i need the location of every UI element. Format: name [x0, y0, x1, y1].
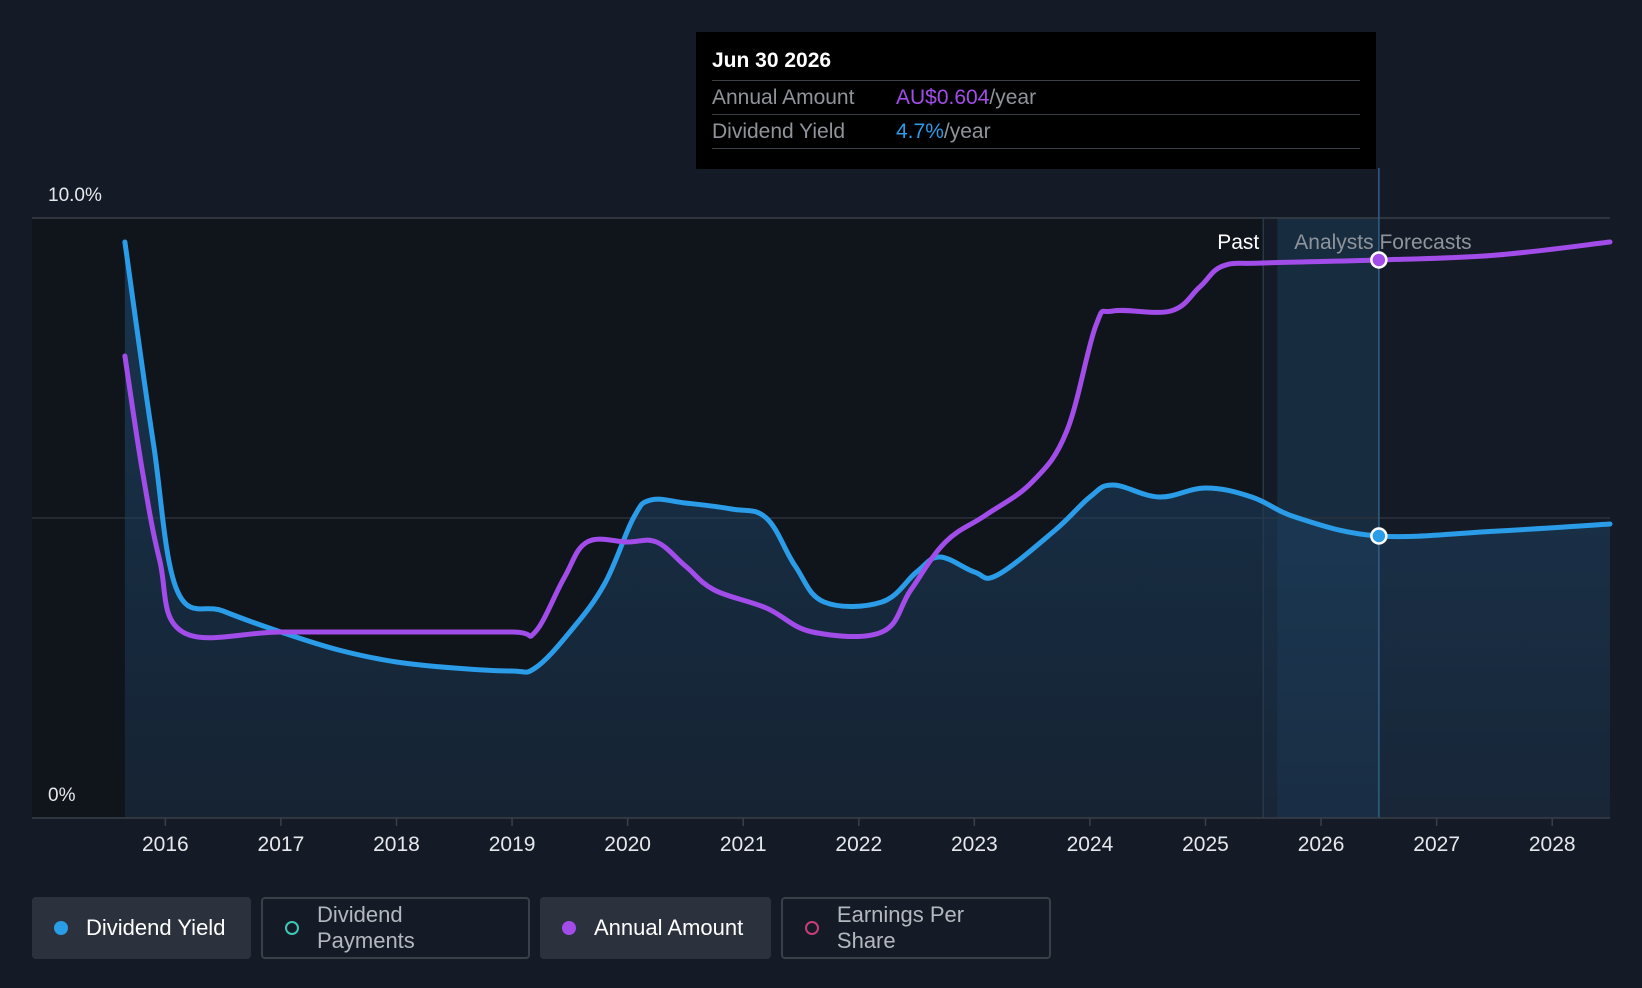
legend-dividend-payments[interactable]: Dividend Payments — [261, 897, 530, 959]
x-tick-label: 2022 — [835, 833, 882, 856]
tooltip: Jun 30 2026 Annual Amount AU$0.604 /year… — [696, 32, 1376, 169]
legend-earnings-per-share[interactable]: Earnings Per Share — [781, 897, 1051, 959]
legend-label: Dividend Yield — [86, 915, 226, 940]
legend-label: Dividend Payments — [316, 902, 415, 953]
dividend-yield-area — [124, 242, 1610, 818]
forecast-label: Analysts Forecasts — [1294, 231, 1471, 254]
x-tick-label: 2028 — [1529, 833, 1576, 856]
dividend-chart: 2016 2017 2018 2019 2020 2021 2022 2023 2024 2025… — [32, 168, 1613, 856]
y-tick-bottom: 0% — [48, 785, 76, 806]
x-tick-label: 2020 — [604, 833, 651, 856]
x-axis-ticks: 2016 2017 2018 2019 2020 2021 2022 2023 2024 2025… — [142, 818, 1576, 856]
hollow-dot-icon — [285, 921, 299, 935]
legend-annual-amount[interactable]: Annual Amount — [540, 897, 771, 959]
x-tick-label: 2016 — [142, 833, 189, 856]
x-tick-label: 2017 — [258, 833, 305, 856]
x-tick-label: 2027 — [1413, 833, 1460, 856]
x-tick-label: 2025 — [1182, 833, 1229, 856]
tooltip-value: AU$0.604 — [896, 86, 990, 109]
x-tick-label: 2023 — [951, 833, 998, 856]
annual-amount-marker[interactable] — [1370, 251, 1388, 269]
tooltip-value: 4.7% — [896, 120, 944, 143]
x-tick-label: 2024 — [1067, 833, 1114, 856]
legend: Dividend Yield Dividend Payments Annual … — [32, 897, 1061, 959]
hollow-dot-icon — [805, 921, 819, 935]
x-tick-label: 2019 — [489, 833, 536, 856]
filled-dot-icon — [54, 921, 68, 935]
annual-amount-line — [122, 239, 1613, 641]
legend-label: Earnings Per Share — [836, 902, 965, 953]
x-tick-label: 2018 — [373, 833, 420, 856]
legend-label: Annual Amount — [594, 915, 744, 940]
legend-dividend-yield[interactable]: Dividend Yield — [32, 897, 251, 959]
tooltip-unit: /year — [989, 86, 1037, 109]
x-tick-label: 2021 — [720, 833, 767, 856]
x-tick-label: 2026 — [1298, 833, 1345, 856]
dividend-yield-marker[interactable] — [1370, 527, 1388, 545]
y-tick-top: 10.0% — [48, 185, 102, 206]
tooltip-row-annual-amount: Annual Amount AU$0.604 /year — [712, 80, 1360, 114]
filled-dot-icon — [562, 921, 576, 935]
past-label: Past — [1217, 231, 1259, 254]
tooltip-unit: /year — [943, 120, 991, 143]
tooltip-label: Annual Amount — [712, 86, 855, 109]
tooltip-row-dividend-yield: Dividend Yield 4.7% /year — [712, 114, 1360, 149]
tooltip-label: Dividend Yield — [712, 120, 846, 143]
tooltip-date: Jun 30 2026 — [712, 49, 832, 72]
